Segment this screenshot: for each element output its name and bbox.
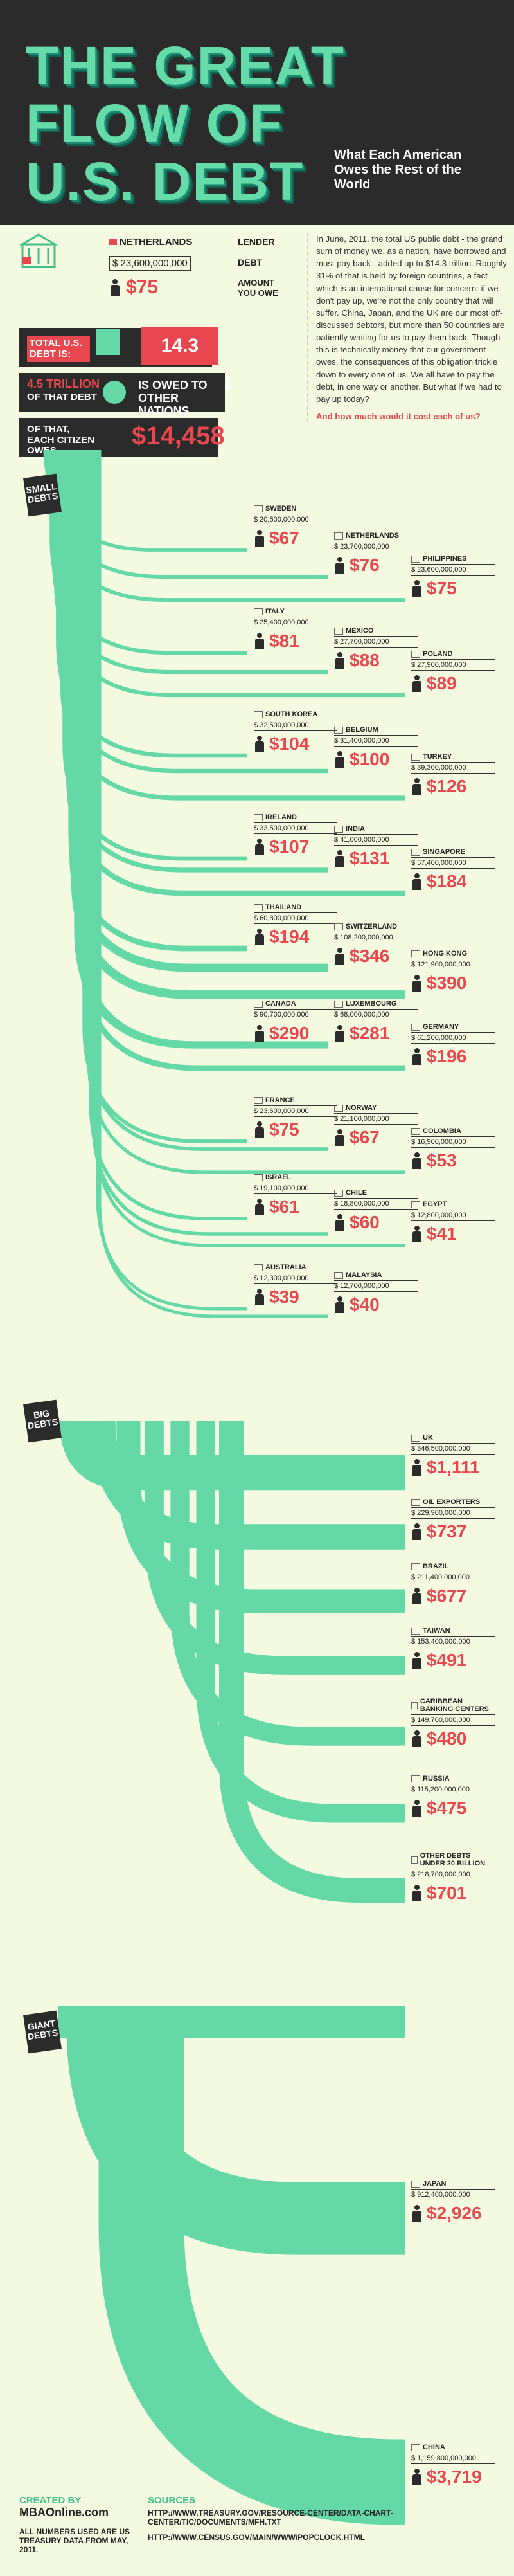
- header: THE GREAT FLOW OF U.S. DEBT What Each Am…: [0, 0, 514, 225]
- title-line-3: U.S. DEBT: [26, 151, 305, 212]
- stat-value: IS OWED TO OTHER NATIONS: [138, 379, 208, 417]
- source-link-2[interactable]: HTTP://WWW.CENSUS.GOV/MAIN/WWW/POPCLOCK.…: [148, 2533, 365, 2542]
- stat-foreign-debt: 4.5 TRILLION OF THAT DEBT IS OWED TO OTH…: [19, 373, 225, 417]
- map-icon: [96, 329, 120, 355]
- footer-credit: CREATED BY MBAOnline.com ALL NUMBERS USE…: [19, 2495, 148, 2554]
- stat-label-top: 4.5 TRILLION: [27, 377, 100, 390]
- title-line-2: FLOW OF: [26, 93, 284, 154]
- legend-debt: $ 23,600,000,000: [109, 256, 191, 271]
- flow-small-14: [71, 450, 405, 999]
- flag-icon: [109, 239, 117, 245]
- legend-debt-tag: DEBT: [238, 257, 263, 268]
- section-tag-small: SMALL DEBTS: [23, 473, 62, 517]
- flow-small-13: [69, 450, 328, 972]
- sources-title: SOURCES: [148, 2495, 196, 2506]
- intro-paragraph: In June, 2011, the total US public debt …: [316, 234, 507, 404]
- person-icon: [105, 421, 118, 445]
- title-line-1: THE GREAT: [26, 35, 346, 96]
- legend-country: NETHERLANDS: [120, 237, 193, 248]
- flow-small-23: [93, 450, 405, 1247]
- brand: MBAOnline.com: [19, 2506, 109, 2519]
- stat-citizen-share: OF THAT, EACH CITIZEN OWES $14,458: [19, 418, 225, 457]
- capitol-icon: [19, 233, 58, 268]
- flow-small-17: [79, 450, 405, 1071]
- flow-small-20: [87, 450, 405, 1174]
- legend-amount-row: $75: [109, 277, 158, 298]
- footer-sources: SOURCES HTTP://WWW.TREASURY.GOV/RESOURCE…: [148, 2495, 418, 2542]
- flow-small-15: [74, 450, 247, 1049]
- intro-text: In June, 2011, the total US public debt …: [307, 233, 509, 423]
- person-icon: [109, 279, 121, 296]
- flow-giant-1: [98, 2026, 405, 2525]
- globe-icon: [103, 381, 126, 404]
- us-flag-icon: [22, 257, 31, 264]
- stat-value: 14.3 TRILLION: [141, 327, 230, 395]
- stat-label: TOTAL U.S. DEBT IS:: [27, 336, 90, 362]
- legend: NETHERLANDS LENDER $ 23,600,000,000 DEBT…: [19, 231, 289, 322]
- flow-small-21: [89, 450, 247, 1220]
- source-link-1[interactable]: HTTP://WWW.TREASURY.GOV/RESOURCE-CENTER/…: [148, 2508, 393, 2526]
- flow-big-2: [116, 1421, 405, 1613]
- flow-small-25: [98, 450, 328, 1318]
- debt-flow-graphic: [43, 450, 405, 2525]
- legend-amount: $75: [126, 277, 159, 298]
- stat-value: $14,458: [132, 422, 225, 450]
- section-tag-giant: GIANT DEBTS: [23, 2010, 62, 2054]
- created-by: CREATED BY: [19, 2495, 82, 2506]
- data-note: ALL NUMBERS USED ARE US TREASURY DATA FR…: [19, 2527, 130, 2554]
- intro-question: And how much would it cost each of us?: [316, 411, 481, 421]
- legend-country-row: NETHERLANDS: [109, 237, 192, 248]
- flow-big-6: [218, 1421, 405, 1903]
- section-tag-big: BIG DEBTS: [23, 1399, 62, 1443]
- stat-label-bottom: OF THAT DEBT: [27, 392, 97, 403]
- subtitle: What Each American Owes the Rest of the …: [334, 148, 462, 192]
- legend-amount-tag: AMOUNT YOU OWE: [238, 278, 278, 298]
- legend-country-tag: LENDER: [238, 237, 275, 247]
- flow-small-22: [91, 450, 328, 1236]
